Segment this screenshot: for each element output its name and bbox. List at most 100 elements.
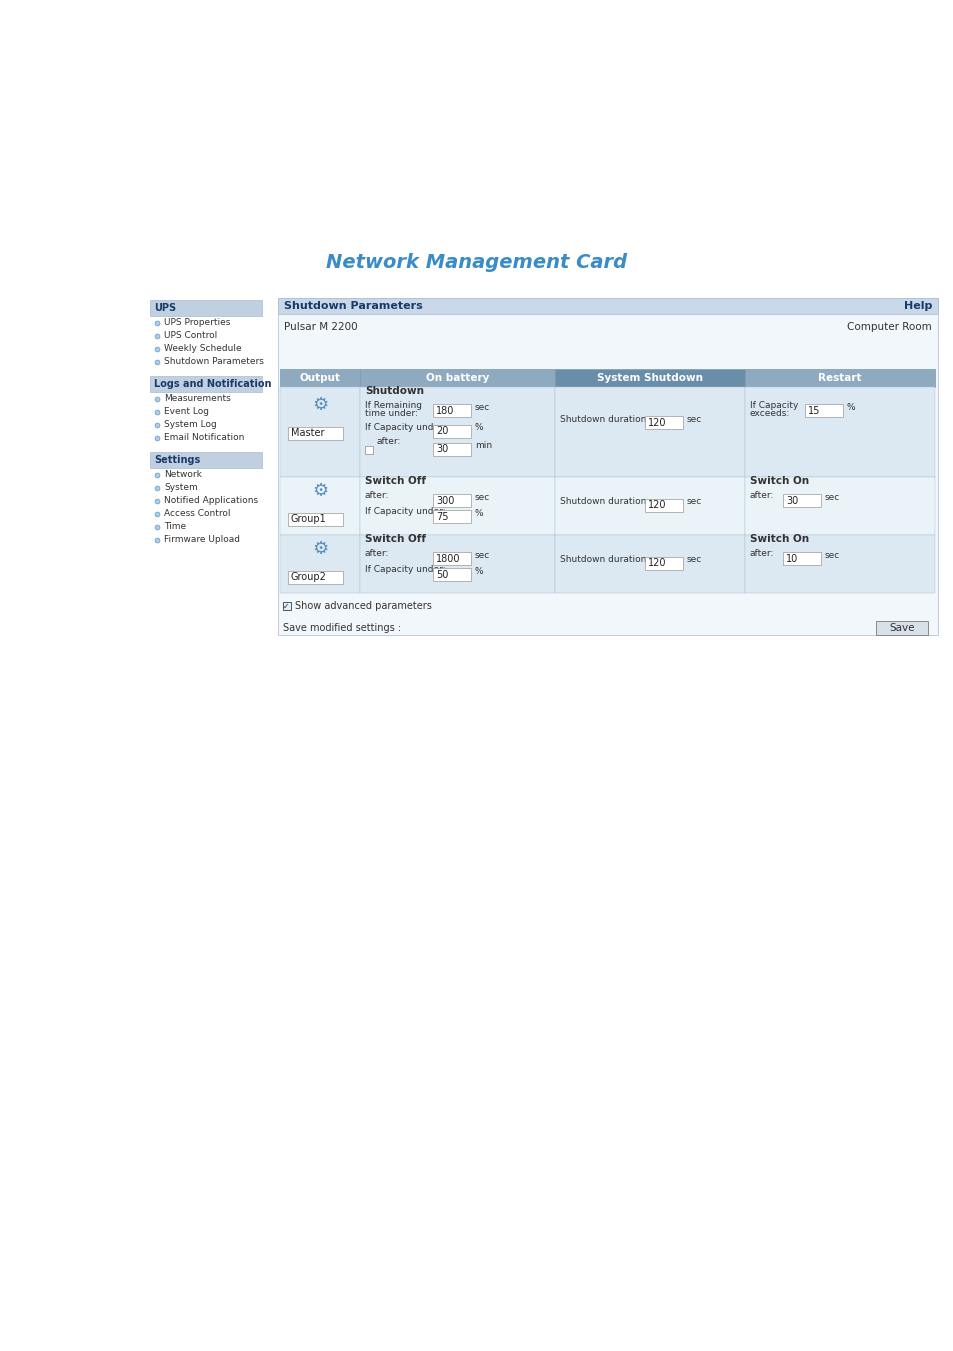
Text: 30: 30	[436, 444, 448, 454]
Text: Pulsar M 2200: Pulsar M 2200	[284, 322, 357, 332]
Text: 120: 120	[647, 558, 666, 569]
Text: Shutdown Parameters: Shutdown Parameters	[284, 301, 422, 311]
Text: Save: Save	[888, 623, 914, 634]
Text: Measurements: Measurements	[164, 394, 231, 403]
Text: Help: Help	[902, 301, 931, 311]
Text: Group2: Group2	[291, 573, 327, 582]
Bar	[277, 299, 937, 635]
Text: On battery: On battery	[425, 373, 489, 382]
Text: Network: Network	[164, 470, 202, 480]
Bar	[288, 513, 343, 526]
Text: Shutdown duration :: Shutdown duration :	[559, 554, 652, 563]
Text: Shutdown duration :: Shutdown duration :	[559, 497, 652, 505]
Bar	[804, 404, 842, 417]
Bar	[288, 571, 343, 584]
Text: Master: Master	[291, 428, 324, 439]
Text: 30: 30	[785, 496, 798, 505]
Bar	[150, 453, 262, 467]
Bar	[555, 535, 744, 593]
Text: 75: 75	[436, 512, 448, 521]
Text: sec: sec	[686, 497, 701, 505]
Bar	[782, 553, 821, 565]
Text: System Log: System Log	[164, 420, 216, 430]
Text: Restart: Restart	[818, 373, 861, 382]
Bar	[433, 509, 471, 523]
Bar	[555, 477, 744, 535]
Text: If Capacity under:: If Capacity under:	[365, 507, 445, 516]
Bar	[782, 494, 821, 507]
Text: sec: sec	[475, 550, 490, 559]
Text: UPS Control: UPS Control	[164, 331, 217, 340]
Text: ✓: ✓	[282, 601, 289, 611]
Text: sec: sec	[686, 554, 701, 563]
Bar	[288, 427, 343, 440]
Text: Event Log: Event Log	[164, 407, 209, 416]
Text: 180: 180	[436, 405, 454, 416]
Text: Switch Off: Switch Off	[365, 476, 426, 486]
Text: 1800: 1800	[436, 554, 460, 563]
Text: Save modified settings :: Save modified settings :	[283, 623, 400, 634]
Text: Settings: Settings	[153, 455, 200, 465]
Text: Access Control: Access Control	[164, 509, 231, 517]
Text: after:: after:	[365, 490, 389, 500]
Text: If Remaining: If Remaining	[365, 400, 421, 409]
Text: Firmware Upload: Firmware Upload	[164, 535, 240, 544]
Bar	[433, 443, 471, 457]
Text: System Shutdown: System Shutdown	[597, 373, 702, 382]
Text: Shutdown Parameters: Shutdown Parameters	[164, 357, 264, 366]
Text: Shutdown: Shutdown	[365, 386, 423, 396]
Text: after:: after:	[749, 549, 774, 558]
Bar	[555, 386, 744, 477]
Bar	[280, 369, 359, 386]
Bar	[359, 477, 555, 535]
Bar	[150, 300, 262, 316]
Bar	[433, 404, 471, 417]
Text: time under:: time under:	[365, 408, 417, 417]
Bar	[744, 535, 934, 593]
Text: Switch On: Switch On	[749, 476, 808, 486]
Text: Computer Room: Computer Room	[846, 322, 931, 332]
Text: after:: after:	[749, 490, 774, 500]
Text: %: %	[475, 508, 483, 517]
Bar	[150, 376, 262, 392]
Bar	[280, 477, 359, 535]
Text: Show advanced parameters: Show advanced parameters	[294, 601, 432, 611]
Text: Weekly Schedule: Weekly Schedule	[164, 345, 241, 353]
Bar	[744, 386, 934, 477]
Bar	[644, 416, 682, 430]
Bar	[365, 446, 373, 454]
Text: sec: sec	[824, 493, 840, 501]
Bar	[644, 499, 682, 512]
Text: min: min	[475, 440, 492, 450]
Text: Time: Time	[164, 521, 186, 531]
Text: 50: 50	[436, 570, 448, 580]
Text: exceeds:: exceeds:	[749, 408, 789, 417]
Bar	[744, 369, 934, 386]
Text: sec: sec	[475, 493, 490, 501]
Text: Email Notification: Email Notification	[164, 434, 244, 442]
Text: sec: sec	[824, 550, 840, 559]
Text: after:: after:	[376, 436, 401, 446]
Text: sec: sec	[686, 415, 701, 423]
Text: Shutdown duration :: Shutdown duration :	[559, 415, 652, 423]
Bar	[644, 557, 682, 570]
Bar	[277, 299, 937, 313]
Text: If Capacity: If Capacity	[749, 400, 798, 409]
Text: Network Management Card: Network Management Card	[326, 253, 627, 272]
Text: %: %	[475, 566, 483, 576]
Bar	[433, 567, 471, 581]
Text: 20: 20	[436, 427, 448, 436]
Bar	[875, 621, 927, 635]
Bar	[433, 426, 471, 438]
Text: ⚙: ⚙	[312, 540, 328, 558]
Text: Notified Applications: Notified Applications	[164, 496, 258, 505]
Bar	[433, 494, 471, 507]
Text: Group1: Group1	[291, 515, 327, 524]
Text: after:: after:	[365, 549, 389, 558]
Text: ⚙: ⚙	[312, 396, 328, 413]
Bar	[555, 369, 744, 386]
Text: sec: sec	[475, 403, 490, 412]
Text: UPS Properties: UPS Properties	[164, 317, 230, 327]
Text: If Capacity under:: If Capacity under:	[365, 423, 445, 431]
Text: Switch On: Switch On	[749, 534, 808, 544]
